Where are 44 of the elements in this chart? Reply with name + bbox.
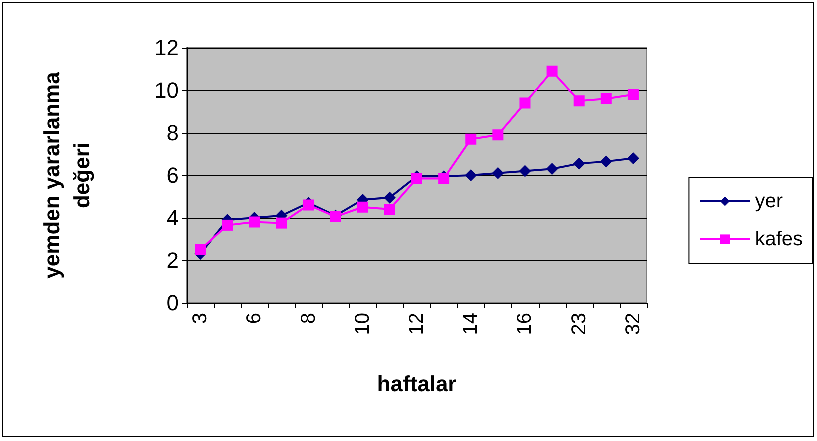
point (519, 165, 532, 178)
legend-label: kafes (755, 228, 804, 250)
point (357, 202, 368, 213)
y-tick-label: 0 (166, 290, 179, 316)
point (574, 96, 585, 107)
x-tick-label: 3 (190, 313, 212, 324)
x-tick-label: 8 (298, 313, 320, 324)
x-tick-label: 23 (568, 313, 590, 336)
y-axis-title: yemden yararlanma değeri (40, 71, 94, 279)
point (384, 204, 396, 215)
point (438, 173, 450, 184)
point (222, 220, 234, 231)
point (628, 89, 639, 100)
point (276, 218, 288, 229)
point (384, 192, 396, 204)
x-tick-label: 12 (406, 313, 428, 336)
y-tick-label: 2 (166, 248, 179, 273)
point (600, 156, 612, 168)
y-tick-label: 8 (166, 120, 179, 146)
point (600, 94, 612, 104)
point (303, 200, 314, 211)
point (573, 158, 586, 170)
y-tick-label: 6 (166, 163, 179, 188)
point (466, 134, 477, 145)
point (465, 170, 478, 182)
x-tick-label: 10 (352, 313, 374, 336)
point (492, 167, 504, 180)
point (412, 173, 422, 184)
point (492, 130, 504, 141)
point (520, 98, 531, 109)
x-tick-label: 6 (244, 313, 266, 324)
point (195, 244, 206, 256)
point (249, 216, 260, 228)
x-tick-label: 32 (622, 313, 644, 336)
y-tick-label: 12 (154, 36, 179, 60)
x-tick-label: 14 (460, 313, 482, 336)
x-tick-label: 16 (514, 313, 536, 336)
point (627, 152, 640, 164)
point (546, 163, 558, 176)
y-tick-label: 4 (166, 206, 179, 230)
point (546, 66, 558, 77)
x-axis-title: haftalar (377, 372, 458, 396)
legend-label: yer (755, 190, 784, 212)
y-tick-label: 10 (154, 78, 179, 103)
